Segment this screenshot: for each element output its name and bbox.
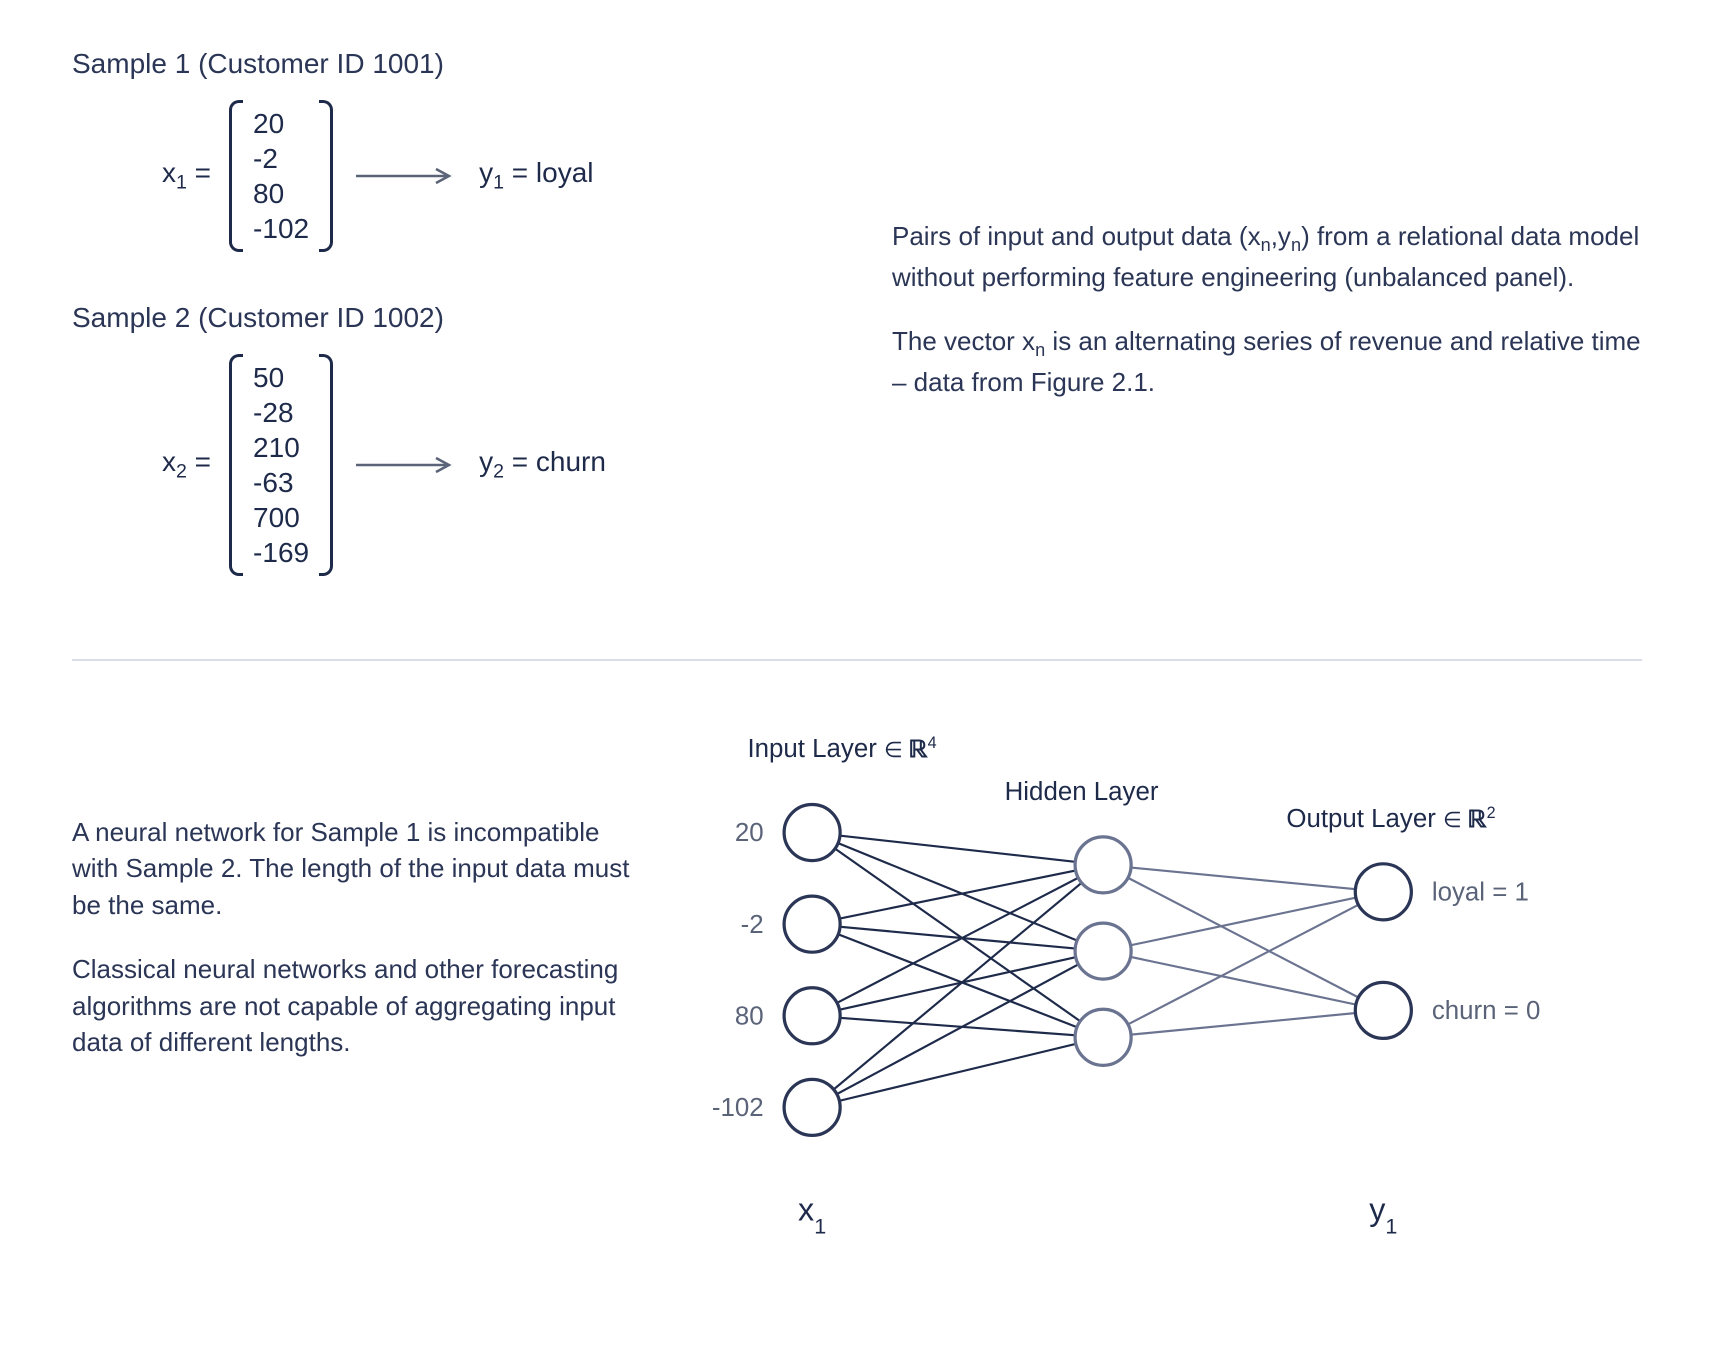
arrow-icon [351,166,461,186]
output-layer-label: Output Layer ∈ ℝ2 [1286,804,1495,834]
input-node [784,1079,840,1135]
vector-value: -102 [253,211,309,246]
output-node-label: churn = 0 [1432,997,1541,1025]
vector-value: 700 [253,500,309,535]
input-node-label: 80 [735,1002,764,1030]
input-node [784,896,840,952]
input-layer-label: Input Layer ∈ ℝ4 [747,734,936,764]
sample-2-title: Sample 2 (Customer ID 1002) [72,302,832,334]
output-node-label: loyal = 1 [1432,878,1529,906]
sample-1-title: Sample 1 (Customer ID 1001) [72,48,832,80]
sample-2-y-label: y2 = churn [479,446,606,484]
top-description-2: The vector xn is an alternating series o… [892,323,1642,400]
bottom-description-2: Classical neural networks and other fore… [72,951,632,1060]
section-divider [72,659,1642,661]
vector-value: 20 [253,106,309,141]
sample-2-vector: 50-28210-63700-169 [229,354,333,576]
input-node [784,988,840,1044]
vector-value: 210 [253,430,309,465]
sample-1-block: Sample 1 (Customer ID 1001) x1 = 20-280-… [72,48,832,252]
input-node-label: 20 [735,819,764,847]
nn-y-label: y1 [1369,1192,1397,1239]
arrow-icon [351,455,461,475]
hidden-node [1075,923,1131,979]
vector-value: -169 [253,535,309,570]
vector-value: -28 [253,395,309,430]
top-description-1: Pairs of input and output data (xn,yn) f… [892,218,1642,295]
vector-value: 80 [253,176,309,211]
bottom-description-1: A neural network for Sample 1 is incompa… [72,814,632,923]
input-node-label: -2 [741,911,764,939]
nn-x-label: x1 [798,1192,826,1239]
hidden-node [1075,837,1131,893]
input-node-label: -102 [712,1094,764,1122]
output-node [1355,982,1411,1038]
sample-2-block: Sample 2 (Customer ID 1002) x2 = 50-2821… [72,302,832,576]
sample-1-y-label: y1 = loyal [479,157,593,195]
hidden-layer-label: Hidden Layer [1005,778,1159,806]
vector-value: -63 [253,465,309,500]
sample-1-x-label: x1 = [162,157,211,195]
sample-2-x-label: x2 = [162,446,211,484]
neural-network-diagram: 20 -2 80 -102 loyal = 1 churn = 0 Input Layer … [672,714,1642,1253]
sample-1-vector: 20-280-102 [229,100,333,252]
vector-value: 50 [253,360,309,395]
hidden-node [1075,1009,1131,1065]
output-node [1355,864,1411,920]
input-node [784,805,840,861]
vector-value: -2 [253,141,309,176]
